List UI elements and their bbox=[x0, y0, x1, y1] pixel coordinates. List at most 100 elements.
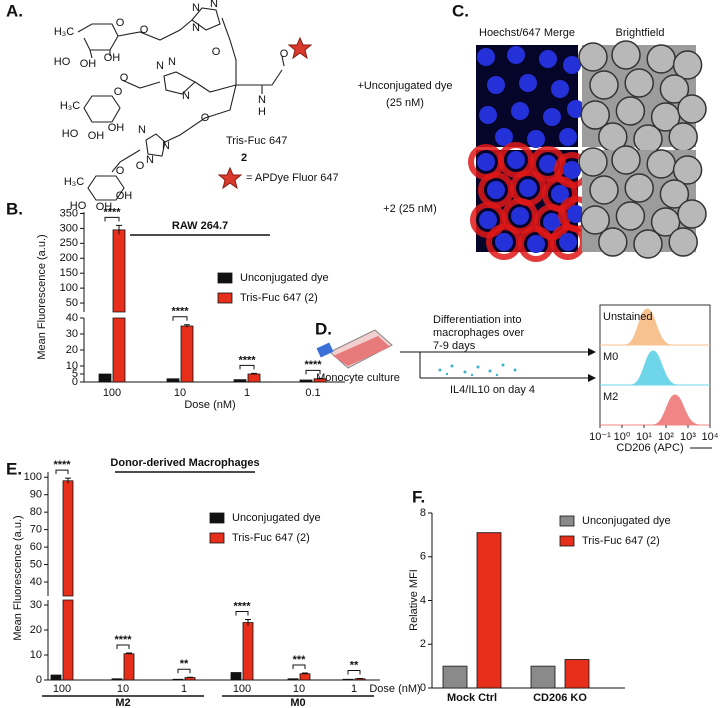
bar bbox=[247, 373, 261, 383]
legend-swatch bbox=[209, 532, 225, 544]
error-bar bbox=[251, 372, 257, 375]
atom-label: N bbox=[156, 60, 164, 72]
fluor-star bbox=[287, 36, 313, 60]
significance-bracket bbox=[177, 668, 191, 674]
nucleus bbox=[539, 155, 557, 173]
fluor-star bbox=[217, 166, 243, 190]
atom-label: N bbox=[162, 140, 170, 152]
nucleus bbox=[495, 233, 513, 251]
y-axis-label: Mean Fluorescence (a.u.) bbox=[36, 234, 48, 359]
significance-bracket bbox=[347, 670, 361, 675]
flow-sample: Unstained bbox=[603, 311, 653, 323]
panel-label: F. bbox=[412, 487, 425, 506]
cytokine-dots bbox=[438, 363, 517, 377]
bar bbox=[476, 532, 502, 689]
bar bbox=[564, 659, 590, 689]
bar bbox=[112, 229, 126, 383]
compound-name: Tris-Fuc 647 bbox=[226, 135, 287, 147]
significance-bracket bbox=[55, 469, 69, 475]
cell bbox=[624, 68, 654, 98]
row-label: (25 nM) bbox=[386, 97, 424, 109]
atom-label: OH bbox=[88, 130, 105, 142]
x-tick-label: CD206 KO bbox=[533, 692, 587, 704]
atom-label: H bbox=[258, 106, 266, 118]
bar bbox=[62, 480, 74, 681]
nucleus bbox=[543, 108, 561, 126]
error-bar bbox=[357, 678, 363, 679]
legend-swatch bbox=[559, 535, 575, 547]
star-legend: = APDye Fluor 647 bbox=[246, 172, 339, 184]
chart-title: RAW 264.7 bbox=[172, 220, 228, 232]
x-tick-label: 100 bbox=[233, 683, 251, 695]
flow-histogram bbox=[625, 308, 672, 346]
nucleus bbox=[479, 106, 497, 124]
atom-label: O bbox=[212, 46, 221, 58]
significance: **** bbox=[238, 354, 256, 366]
bar bbox=[166, 378, 180, 383]
nucleus bbox=[511, 102, 529, 120]
atom-label: O bbox=[280, 48, 289, 60]
y-tick-label: 30 bbox=[30, 599, 42, 611]
panel-label: D. bbox=[315, 319, 332, 338]
legend-swatch bbox=[217, 272, 233, 284]
cell bbox=[646, 149, 676, 179]
y-tick-label: 50 bbox=[30, 558, 42, 570]
y-tick-label: 90 bbox=[30, 489, 42, 501]
x-tick-label: 10 bbox=[174, 387, 186, 399]
cell bbox=[677, 199, 707, 229]
atom-label: N bbox=[192, 2, 200, 14]
cell bbox=[580, 100, 610, 130]
workflow-text: Differentiation into bbox=[433, 314, 521, 326]
x-tick-label: Mock Ctrl bbox=[447, 692, 497, 704]
bar bbox=[287, 678, 299, 681]
x-tick-label: 10¹ bbox=[636, 431, 652, 443]
atom-label: N bbox=[146, 154, 154, 166]
nucleus bbox=[511, 207, 529, 225]
cell bbox=[659, 74, 690, 104]
cell bbox=[611, 145, 641, 175]
cell bbox=[668, 227, 698, 257]
nucleus bbox=[527, 235, 545, 253]
cell bbox=[672, 155, 703, 185]
membrane-stain bbox=[530, 146, 566, 182]
significance-bracket bbox=[239, 364, 255, 370]
cell bbox=[668, 122, 698, 152]
y-tick-label: 20 bbox=[30, 624, 42, 636]
nucleus bbox=[551, 80, 569, 98]
bar bbox=[123, 653, 135, 681]
significance: **** bbox=[53, 459, 71, 471]
cell bbox=[615, 201, 646, 231]
cell bbox=[578, 147, 608, 177]
bar bbox=[172, 678, 184, 681]
nucleus bbox=[559, 128, 577, 146]
y-tick-label: 20 bbox=[66, 344, 78, 356]
y-tick-label: 200 bbox=[60, 252, 78, 264]
column-header: Brightfield bbox=[616, 27, 665, 39]
atom-label: OH bbox=[116, 190, 133, 202]
nucleus bbox=[519, 74, 537, 92]
x-tick-label: 10⁴ bbox=[702, 431, 719, 443]
y-tick-label: 10 bbox=[30, 649, 42, 661]
bar bbox=[242, 622, 254, 681]
y-tick-label: 10 bbox=[66, 360, 78, 372]
cell bbox=[624, 173, 654, 203]
cell bbox=[589, 70, 619, 100]
cell bbox=[633, 229, 663, 259]
compound-number: 2 bbox=[241, 152, 247, 164]
atom-label: O bbox=[136, 160, 145, 172]
y-tick-label: 70 bbox=[30, 524, 42, 536]
cell bbox=[659, 179, 690, 209]
workflow-text: 7-9 days bbox=[433, 340, 476, 352]
significance: **** bbox=[171, 306, 189, 318]
arrowhead bbox=[588, 348, 596, 356]
significance: *** bbox=[293, 654, 307, 666]
atom-label: HO bbox=[62, 128, 79, 140]
cell bbox=[677, 94, 707, 124]
atom-label: O bbox=[120, 72, 129, 84]
significance: **** bbox=[114, 634, 132, 646]
nucleus bbox=[567, 100, 585, 118]
x-axis-label: Dose (nM) bbox=[184, 399, 235, 411]
legend-label: Tris-Fuc 647 (2) bbox=[240, 292, 318, 304]
x-axis-label: CD206 (APC) bbox=[616, 442, 683, 454]
atom-label: OH bbox=[80, 58, 97, 70]
